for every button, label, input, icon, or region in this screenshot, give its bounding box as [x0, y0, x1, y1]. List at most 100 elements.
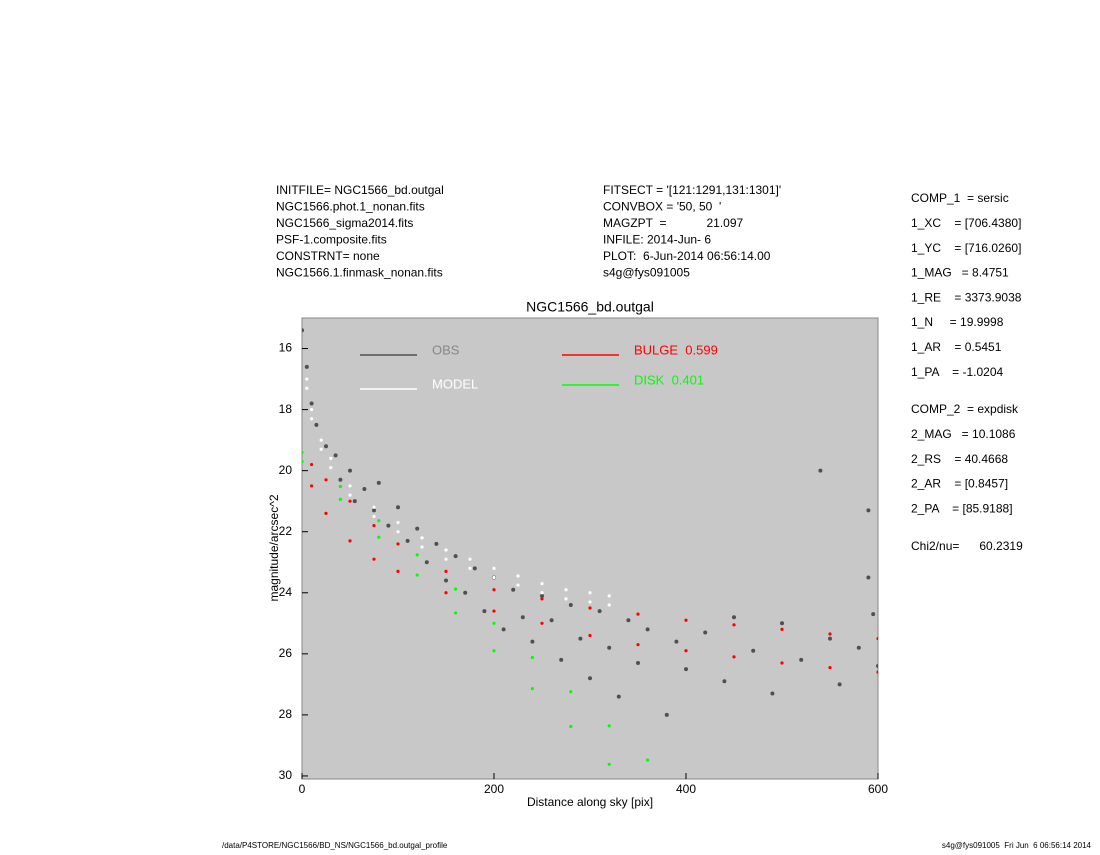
data-point [324, 478, 328, 482]
data-point [828, 632, 832, 636]
data-point [415, 553, 419, 557]
footer-stamp: s4g@fys091005 Fri Jun 6 06:56:14 2014 [942, 841, 1092, 850]
data-point [540, 621, 544, 625]
header-line: NGC1566_sigma2014.fits [276, 216, 413, 230]
data-point [684, 667, 688, 672]
data-point [304, 364, 309, 369]
y-tick-label: 16 [279, 341, 293, 355]
data-point [530, 639, 535, 644]
param-line: 1_XC = [706.4380] [911, 216, 1021, 230]
data-point [770, 691, 775, 696]
data-point [434, 541, 439, 546]
data-point [302, 328, 304, 333]
data-point [516, 583, 520, 587]
y-tick-label: 22 [279, 524, 293, 538]
data-point [588, 606, 592, 610]
data-point [362, 486, 367, 491]
data-point [866, 575, 871, 580]
data-point [818, 468, 823, 473]
y-axis-label: magnitude/arcsec^2 [267, 494, 281, 601]
data-point [338, 477, 343, 482]
data-point [372, 524, 376, 528]
header-line: NGC1566.1.finmask_nonan.fits [276, 266, 443, 280]
data-point [732, 623, 736, 627]
param-line: 1_N = 19.9998 [911, 315, 1004, 329]
data-point [415, 526, 420, 531]
data-point [530, 687, 535, 691]
header-line: INFILE: 2014-Jun- 6 [603, 233, 711, 247]
header-line: MAGZPT = 21.097 [603, 216, 743, 230]
data-point [405, 538, 410, 543]
data-point [568, 602, 573, 607]
data-point [828, 636, 832, 641]
data-point [530, 655, 535, 660]
data-point [310, 417, 314, 421]
data-point [636, 660, 640, 665]
param-line: 2_RS = 40.4668 [911, 452, 1008, 466]
data-point [578, 636, 583, 641]
data-point [871, 612, 876, 617]
data-point [309, 401, 314, 406]
data-point [607, 603, 611, 607]
data-point [319, 438, 323, 442]
data-point [468, 557, 472, 561]
data-point [569, 690, 573, 694]
legend-label: OBS [432, 342, 460, 357]
data-point [302, 459, 304, 464]
data-point [588, 633, 592, 638]
param-line: Chi2/nu= 60.2319 [911, 539, 1023, 553]
data-point [472, 566, 477, 571]
param-line: 1_MAG = 8.4751 [911, 266, 1009, 280]
data-point [597, 609, 602, 614]
param-line: 1_YC = [716.0260] [911, 241, 1021, 255]
data-point [376, 480, 381, 485]
data-point [492, 621, 496, 625]
data-point [372, 508, 376, 513]
param-line: COMP_1 = sersic [911, 191, 1009, 205]
data-point [722, 679, 727, 684]
data-point [333, 453, 338, 458]
data-point [492, 588, 496, 592]
y-tick-label: 20 [279, 463, 293, 477]
data-point [646, 758, 650, 762]
y-tick-label: 26 [279, 646, 293, 660]
data-point [799, 657, 804, 662]
data-point [338, 497, 342, 501]
data-point [348, 539, 352, 543]
data-point [352, 499, 357, 504]
data-point [540, 593, 544, 598]
data-point [348, 499, 352, 503]
data-point [415, 573, 419, 577]
data-point [684, 618, 688, 622]
param-line: 2_AR = [0.8457] [911, 477, 1008, 491]
x-tick-label: 200 [484, 782, 504, 796]
data-point [372, 557, 376, 561]
data-point [492, 609, 496, 613]
data-point [396, 520, 400, 525]
data-point [607, 645, 612, 650]
chart-title: NGC1566_bd.outgal [526, 299, 654, 315]
data-point [468, 566, 472, 570]
data-point [319, 447, 323, 451]
header-line: FITSECT = '[121:1291,131:1301]' [603, 183, 781, 197]
y-tick-label: 28 [279, 707, 293, 721]
header-line: CONVBOX = '50, 50 ' [603, 200, 721, 214]
y-tick-label: 18 [279, 402, 293, 416]
data-point [348, 468, 352, 473]
data-point [703, 630, 708, 635]
data-point [569, 724, 573, 729]
data-point [520, 615, 525, 620]
header-line: INITFILE= NGC1566_bd.outgal [276, 183, 444, 197]
data-point [348, 493, 352, 497]
data-point [516, 574, 520, 578]
data-point [607, 594, 611, 598]
data-point [492, 649, 496, 653]
data-point [396, 530, 400, 534]
data-point [559, 657, 564, 662]
y-tick-label: 30 [279, 768, 293, 782]
data-point [564, 588, 568, 592]
footer-path: /data/P4STORE/NGC1566/BD_NS/NGC1566_bd.o… [222, 841, 448, 850]
data-point [396, 542, 400, 546]
data-point [780, 621, 784, 626]
